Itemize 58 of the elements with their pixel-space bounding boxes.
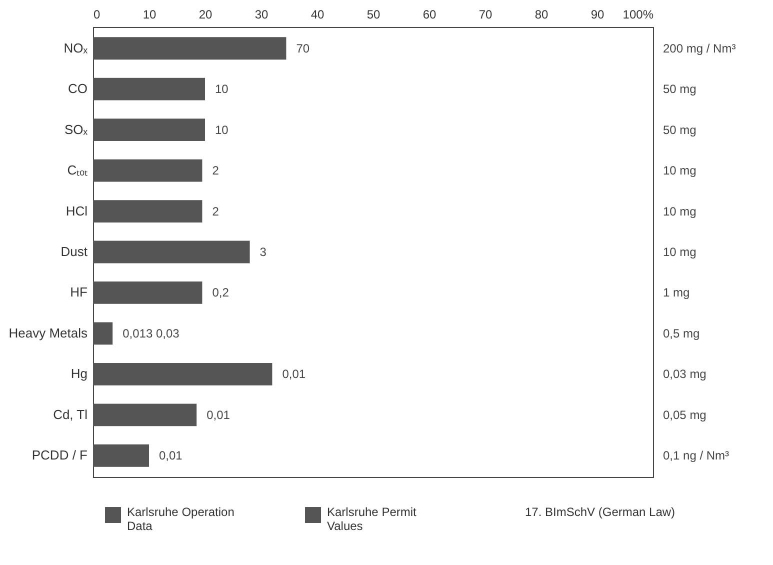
y2-tick-label: 10 mg xyxy=(663,164,696,178)
bar xyxy=(93,282,202,304)
bar xyxy=(93,362,272,386)
y-tick-label: PCDD / F xyxy=(32,448,88,463)
y-tick-label: Hg xyxy=(70,366,88,382)
y2-tick-label: 0,05 mg xyxy=(663,408,706,422)
y2-tick-label: 50 mg xyxy=(663,122,696,137)
x-tick-label: 0 xyxy=(94,8,100,22)
bar xyxy=(93,78,205,100)
y2-tick-label: 50 mg xyxy=(663,82,696,96)
bar xyxy=(93,240,250,264)
text: Karlsruhe Operation Data xyxy=(127,505,236,533)
text: 10 xyxy=(215,122,228,137)
y-tick-label: Cₜₒₜ xyxy=(67,162,88,178)
bar xyxy=(93,118,205,142)
y2-tick-label: 10 mg xyxy=(663,204,696,218)
text: 2 xyxy=(212,164,219,178)
bar xyxy=(93,444,149,467)
y2-tick-label: 0,5 mg xyxy=(663,326,700,340)
text: 0,01 xyxy=(159,448,182,463)
y2-tick-label: 0,03 mg xyxy=(663,367,706,382)
x-tick-label: 50 xyxy=(366,8,380,22)
x-tick-label: 10 xyxy=(142,8,156,22)
y-tick-label: Cd, Tl xyxy=(53,406,88,422)
y-tick-label: CO xyxy=(68,81,88,96)
x-tick-label: 90 xyxy=(590,8,604,22)
text: 0,013 0,03 xyxy=(122,326,180,340)
x-tick-label: 60 xyxy=(422,8,436,22)
text: 2 xyxy=(212,204,219,218)
text: Karlsruhe Permit Values xyxy=(327,505,418,533)
bar xyxy=(93,322,113,345)
x-tick-label: 70 xyxy=(478,8,492,22)
bar xyxy=(93,404,197,426)
bar xyxy=(93,159,202,182)
x-tick-label: 40 xyxy=(310,8,324,22)
y-tick-label: SOₓ xyxy=(64,122,88,137)
text: 0,01 xyxy=(282,367,306,382)
y-tick-label: Dust xyxy=(60,244,88,259)
y2-tick-label: 1 mg xyxy=(663,286,690,300)
bar xyxy=(93,200,202,222)
y2-tick-label: 0,1 ng / Nm³ xyxy=(663,448,730,463)
y-tick-label: HF xyxy=(70,284,88,300)
x-tick-label: 80 xyxy=(534,8,548,22)
text: 70 xyxy=(296,41,310,56)
y2-tick-label: 200 mg / Nm³ xyxy=(663,41,736,56)
x-tick-label: 20 xyxy=(198,8,212,22)
text: 0,2 xyxy=(212,286,229,300)
y-tick-label: NOₓ xyxy=(64,40,88,56)
x-tick-label: 100% xyxy=(622,8,654,22)
y-tick-label: Heavy Metals xyxy=(8,325,88,340)
y-tick-label: HCl xyxy=(66,203,88,218)
bar xyxy=(93,37,286,60)
y2-tick-label: 10 mg xyxy=(663,245,696,259)
text: 0,01 xyxy=(206,408,230,422)
text: 17. BImSchV (German Law) xyxy=(525,505,676,519)
text: 3 xyxy=(260,245,266,259)
x-tick-label: 30 xyxy=(254,8,268,22)
text: 10 xyxy=(215,82,228,96)
